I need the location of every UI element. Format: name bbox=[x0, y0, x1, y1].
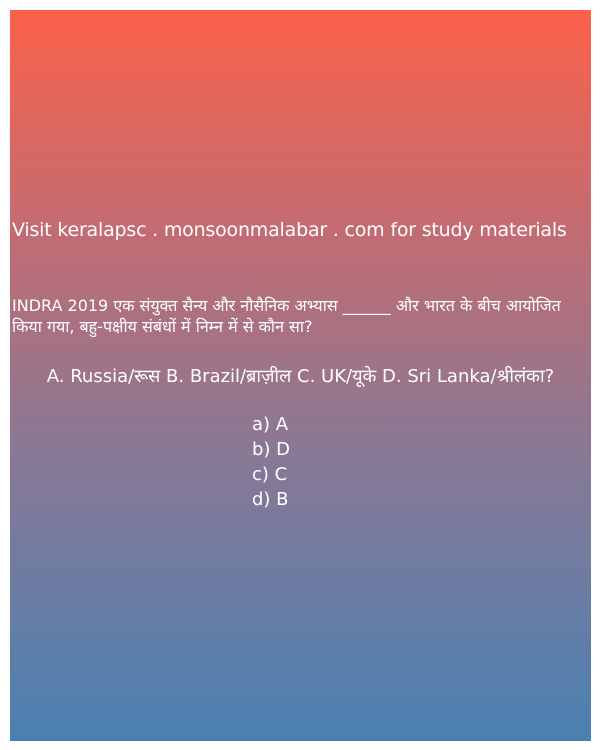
answer-option-b[interactable]: b) D bbox=[252, 439, 291, 460]
options-line: A. Russia/रूस B. Brazil/ब्राज़ील C. UK/य… bbox=[46, 366, 555, 387]
promo-text: Visit keralapsc . monsoonmalabar . com f… bbox=[12, 219, 567, 241]
answer-option-c[interactable]: c) C bbox=[252, 464, 288, 485]
question-text: INDRA 2019 एक संयुक्त सैन्य और नौसैनिक अ… bbox=[12, 296, 561, 336]
answer-option-d[interactable]: d) B bbox=[252, 489, 289, 510]
answer-list: a) A b) D c) C d) B bbox=[252, 412, 290, 512]
quiz-card: Visit keralapsc . monsoonmalabar . com f… bbox=[10, 10, 591, 741]
answer-option-a[interactable]: a) A bbox=[252, 414, 289, 435]
